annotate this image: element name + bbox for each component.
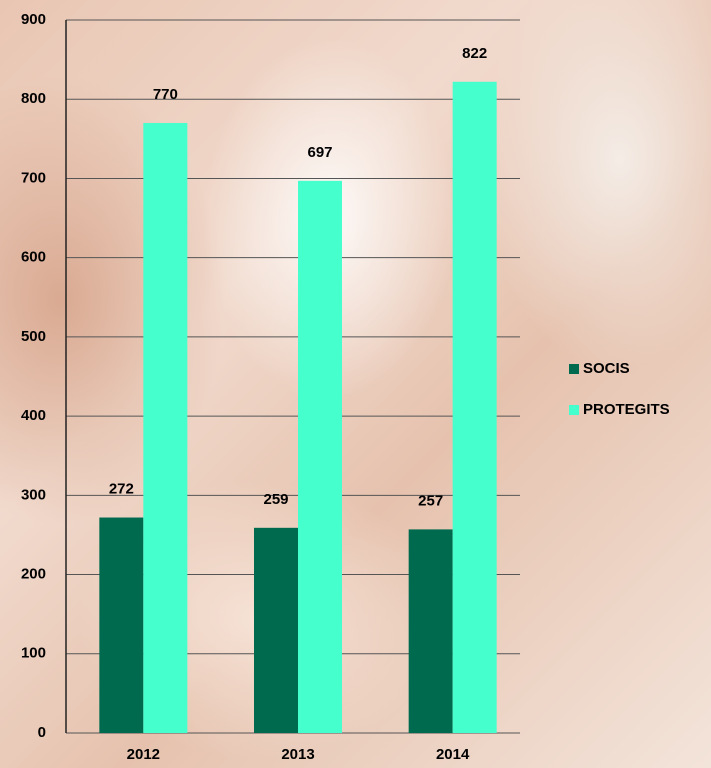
bar — [452, 81, 497, 733]
legend: SOCIS PROTEGITS — [569, 360, 670, 418]
bar — [254, 527, 298, 733]
data-label: 259 — [263, 491, 288, 508]
legend-swatch — [569, 405, 579, 415]
y-tick-label: 900 — [21, 11, 46, 28]
data-label: 257 — [418, 492, 443, 509]
bar — [143, 122, 188, 733]
data-label: 697 — [307, 144, 332, 161]
bar — [99, 517, 144, 733]
legend-label: SOCIS — [583, 360, 630, 377]
y-tick-label: 800 — [21, 90, 46, 107]
bar — [408, 529, 453, 733]
x-tick-label: 2014 — [436, 746, 470, 763]
y-tick-label: 0 — [38, 724, 46, 741]
data-label: 272 — [109, 480, 134, 497]
y-tick-label: 300 — [21, 486, 46, 503]
y-tick-label: 500 — [21, 328, 46, 345]
y-tick-label: 100 — [21, 645, 46, 662]
legend-swatch — [569, 364, 579, 374]
bar — [298, 180, 342, 733]
y-tick-label: 400 — [21, 407, 46, 424]
x-tick-label: 2013 — [281, 746, 314, 763]
y-tick-label: 600 — [21, 249, 46, 266]
data-label: 822 — [462, 45, 487, 62]
y-tick-label: 200 — [21, 566, 46, 583]
legend-label: PROTEGITS — [583, 401, 670, 418]
y-tick-label: 700 — [21, 169, 46, 186]
data-label: 770 — [153, 86, 178, 103]
x-tick-label: 2012 — [127, 746, 160, 763]
